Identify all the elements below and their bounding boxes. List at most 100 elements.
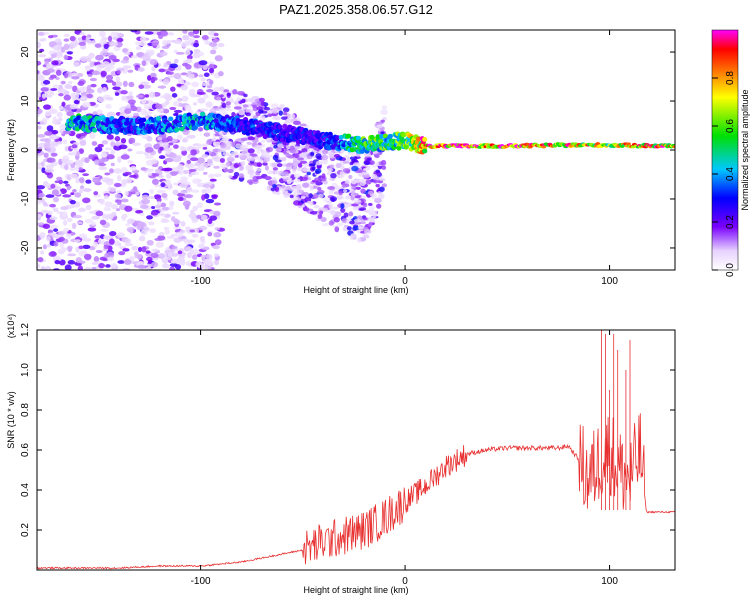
- spectrogram-speckle: [202, 146, 208, 150]
- spectrogram-speckle: [99, 198, 105, 205]
- spectrogram-speckle: [77, 87, 86, 92]
- spectrogram-speckle: [170, 86, 176, 92]
- spectrogram-speckle: [263, 156, 271, 163]
- spectrogram-speckle: [353, 218, 361, 223]
- spectrogram-speckle: [201, 194, 206, 201]
- spectrogram-speckle: [240, 161, 246, 167]
- spectrogram-x-tick-label: -100: [191, 276, 211, 287]
- spectrogram-speckle: [182, 34, 190, 41]
- spectrogram-speckle: [50, 88, 58, 91]
- spectrogram-speckle: [58, 93, 64, 97]
- spectrogram-speckle: [185, 261, 191, 267]
- spectrogram-speckle: [158, 68, 166, 73]
- spectrogram-speckle: [110, 162, 115, 167]
- spectrogram-speckle: [200, 77, 206, 82]
- spectrogram-speckle: [54, 38, 62, 43]
- spectrogram-speckle: [360, 188, 366, 194]
- spectrogram-speckle: [149, 188, 155, 194]
- spectrogram-speckle: [262, 162, 268, 166]
- spectrogram-speckle: [362, 202, 368, 208]
- spectrogram-speckle: [177, 163, 184, 171]
- spectrogram-speckle: [259, 114, 266, 121]
- spectrogram-speckle: [367, 190, 374, 195]
- spectrogram-speckle: [336, 193, 343, 200]
- spectrogram-speckle: [359, 207, 367, 211]
- spectrogram-ridge-blob: [369, 134, 375, 140]
- colorbar-label: Normalized spectral amplitude: [740, 89, 750, 210]
- spectrogram-speckle: [107, 256, 114, 262]
- spectrogram-speckle: [281, 184, 286, 189]
- spectrogram-speckle: [177, 250, 183, 255]
- spectrogram-speckle: [198, 74, 204, 78]
- spectrogram-speckle: [175, 231, 184, 238]
- spectrogram-speckle: [91, 266, 97, 270]
- spectrogram-speckle: [148, 221, 155, 226]
- spectrogram-speckle: [52, 116, 57, 122]
- spectrogram-speckle: [43, 104, 52, 110]
- spectrogram-ridge-blob: [213, 118, 219, 124]
- spectrogram-speckle: [46, 125, 54, 132]
- spectrogram-ridge-blob: [141, 117, 147, 123]
- spectrogram-speckle: [84, 218, 94, 224]
- spectrogram-speckle: [209, 107, 217, 114]
- spectrogram-speckle: [151, 205, 156, 210]
- spectrogram-speckle: [141, 99, 147, 104]
- spectrogram-speckle: [371, 173, 378, 179]
- spectrogram-speckle: [164, 157, 174, 163]
- spectrogram-speckle: [239, 166, 245, 171]
- spectrogram-speckle: [121, 236, 129, 243]
- spectrogram-speckle: [101, 140, 109, 145]
- spectrogram-speckle: [49, 92, 55, 96]
- spectrogram-speckle: [189, 229, 195, 233]
- spectrogram-speckle: [301, 191, 310, 197]
- spectrogram-speckle: [316, 165, 322, 170]
- spectrogram-speckle: [213, 32, 219, 37]
- spectrogram-speckle: [213, 87, 222, 92]
- spectrogram-speckle: [351, 165, 359, 172]
- spectrogram-speckle: [98, 163, 107, 167]
- spectrogram-speckle: [353, 155, 361, 160]
- spectrogram-speckle: [104, 66, 112, 73]
- spectrogram-speckle: [118, 251, 126, 256]
- spectrogram-speckle: [110, 41, 119, 47]
- spectrogram-speckle: [334, 226, 340, 233]
- spectrogram-speckle: [327, 168, 334, 172]
- snr-y-tick-label: 0.4: [20, 483, 31, 497]
- spectrogram-speckle: [191, 254, 198, 260]
- spectrogram-speckle: [332, 206, 339, 210]
- spectrogram-speckle: [178, 169, 184, 176]
- spectrogram-speckle: [230, 151, 238, 156]
- spectrogram-speckle: [164, 147, 173, 152]
- spectrogram-speckle: [180, 72, 188, 76]
- spectrogram-speckle: [106, 206, 112, 212]
- spectrogram-speckle: [128, 91, 133, 97]
- spectrogram-speckle: [68, 160, 73, 164]
- spectrogram-speckle: [223, 89, 230, 93]
- spectrogram-speckle: [79, 140, 87, 146]
- spectrogram-speckle: [176, 192, 185, 197]
- spectrogram-speckle: [69, 41, 78, 49]
- spectrogram-speckle: [59, 242, 65, 249]
- spectrogram-speckle: [200, 254, 208, 258]
- spectrogram-speckle: [271, 162, 277, 169]
- spectrogram-ridge-blob: [279, 137, 285, 143]
- spectrogram-speckle: [282, 171, 289, 177]
- spectrogram-speckle: [319, 210, 324, 215]
- spectrogram-speckle: [205, 101, 213, 108]
- spectrogram-speckle: [180, 221, 186, 227]
- spectrogram-speckle: [233, 171, 240, 177]
- spectrogram-speckle: [294, 145, 299, 150]
- spectrogram-speckle: [201, 143, 208, 148]
- spectrogram-speckle: [157, 253, 166, 259]
- spectrogram-speckle: [363, 234, 370, 239]
- spectrogram-speckle: [344, 154, 350, 158]
- spectrogram-speckle: [179, 79, 185, 85]
- spectrogram-speckle: [70, 203, 76, 209]
- spectrogram-speckle: [233, 163, 240, 169]
- spectrogram-speckle: [66, 51, 73, 55]
- spectrogram-speckle: [362, 167, 369, 171]
- spectrogram-speckle: [41, 37, 47, 42]
- spectrogram-speckle: [37, 74, 45, 81]
- spectrogram-speckle: [155, 103, 163, 110]
- spectrogram-speckle: [239, 155, 248, 159]
